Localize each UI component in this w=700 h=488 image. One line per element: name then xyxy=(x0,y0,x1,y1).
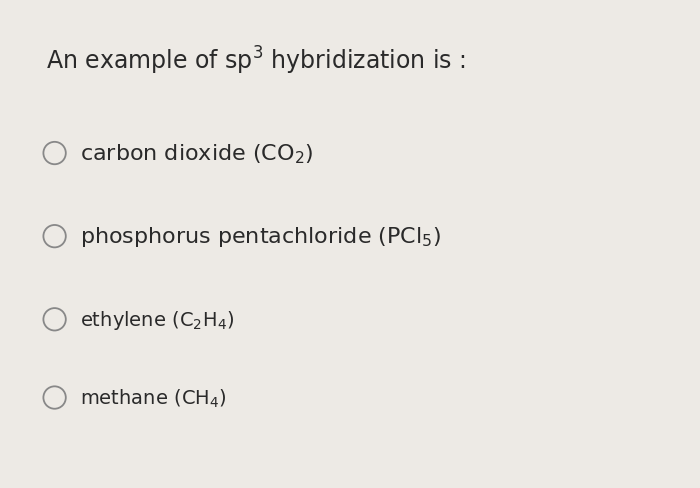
Text: methane (CH$_4$): methane (CH$_4$) xyxy=(80,386,228,409)
Text: ethylene (C$_2$H$_4$): ethylene (C$_2$H$_4$) xyxy=(80,308,235,331)
Text: phosphorus pentachloride (PCl$_5$): phosphorus pentachloride (PCl$_5$) xyxy=(80,224,442,249)
Text: An example of sp$^3$ hybridization is :: An example of sp$^3$ hybridization is : xyxy=(46,45,466,77)
Text: carbon dioxide (CO$_2$): carbon dioxide (CO$_2$) xyxy=(80,142,314,165)
